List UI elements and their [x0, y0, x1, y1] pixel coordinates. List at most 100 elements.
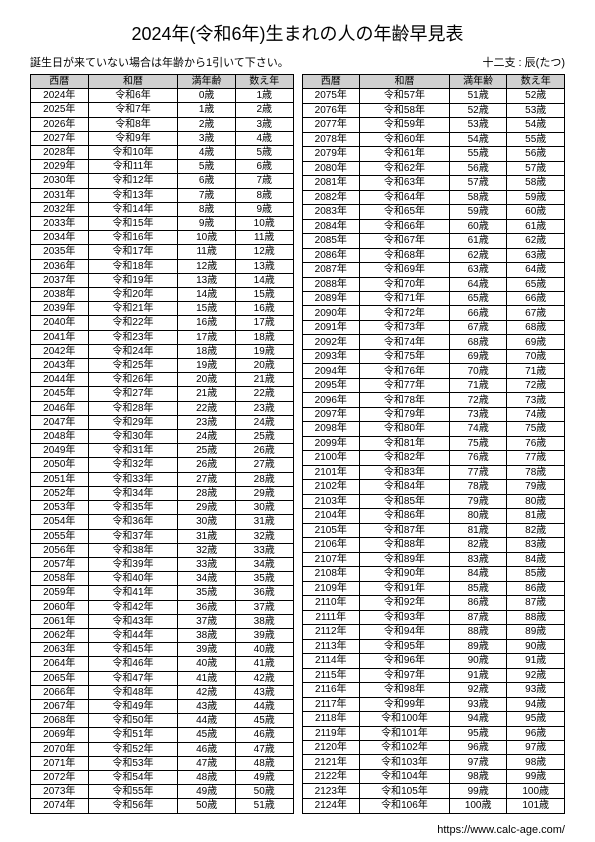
cell-wareki: 令和94年	[360, 625, 450, 639]
cell-kazoedoshi: 72歳	[507, 378, 565, 392]
cell-kazoedoshi: 44歳	[235, 699, 293, 713]
cell-seireki: 2089年	[302, 291, 360, 305]
table-row: 2045年令和27年21歳22歳	[31, 387, 294, 401]
cell-mannenrei: 54歳	[449, 132, 507, 146]
cell-mannenrei: 30歳	[178, 515, 236, 529]
cell-kazoedoshi: 96歳	[507, 726, 565, 740]
cell-kazoedoshi: 42歳	[235, 671, 293, 685]
cell-kazoedoshi: 88歳	[507, 610, 565, 624]
cell-mannenrei: 95歳	[449, 726, 507, 740]
table-row: 2110年令和92年86歳87歳	[302, 596, 565, 610]
cell-wareki: 令和12年	[88, 174, 178, 188]
cell-mannenrei: 75歳	[449, 436, 507, 450]
cell-wareki: 令和68年	[360, 248, 450, 262]
cell-kazoedoshi: 84歳	[507, 552, 565, 566]
table-row: 2120年令和102年96歳97歳	[302, 741, 565, 755]
cell-mannenrei: 50歳	[178, 799, 236, 813]
table-row: 2101年令和83年77歳78歳	[302, 465, 565, 479]
cell-mannenrei: 49歳	[178, 785, 236, 799]
cell-wareki: 令和87年	[360, 523, 450, 537]
tables-container: 西暦 和暦 満年齢 数え年 2024年令和6年0歳1歳2025年令和7年1歳2歳…	[30, 74, 565, 814]
cell-wareki: 令和76年	[360, 364, 450, 378]
cell-kazoedoshi: 65歳	[507, 277, 565, 291]
cell-kazoedoshi: 24歳	[235, 415, 293, 429]
cell-wareki: 令和62年	[360, 161, 450, 175]
cell-seireki: 2028年	[31, 146, 89, 160]
table-row: 2032年令和14年8歳9歳	[31, 202, 294, 216]
cell-mannenrei: 41歳	[178, 671, 236, 685]
cell-seireki: 2094年	[302, 364, 360, 378]
cell-kazoedoshi: 101歳	[507, 798, 565, 813]
cell-mannenrei: 38歳	[178, 628, 236, 642]
table-row: 2122年令和104年98歳99歳	[302, 769, 565, 783]
cell-seireki: 2111年	[302, 610, 360, 624]
table-row: 2088年令和70年64歳65歳	[302, 277, 565, 291]
cell-wareki: 令和75年	[360, 349, 450, 363]
cell-wareki: 令和105年	[360, 784, 450, 798]
cell-mannenrei: 62歳	[449, 248, 507, 262]
cell-kazoedoshi: 87歳	[507, 596, 565, 610]
table-row: 2099年令和81年75歳76歳	[302, 436, 565, 450]
cell-kazoedoshi: 4歳	[235, 131, 293, 145]
cell-wareki: 令和20年	[88, 288, 178, 302]
cell-wareki: 令和28年	[88, 401, 178, 415]
table-row: 2051年令和33年27歳28歳	[31, 472, 294, 486]
cell-kazoedoshi: 20歳	[235, 359, 293, 373]
cell-kazoedoshi: 9歳	[235, 202, 293, 216]
cell-kazoedoshi: 69歳	[507, 335, 565, 349]
cell-mannenrei: 10歳	[178, 231, 236, 245]
table-row: 2055年令和37年31歳32歳	[31, 529, 294, 543]
cell-mannenrei: 18歳	[178, 344, 236, 358]
table-row: 2097年令和79年73歳74歳	[302, 407, 565, 421]
table-row: 2124年令和106年100歳101歳	[302, 798, 565, 813]
cell-seireki: 2107年	[302, 552, 360, 566]
table-row: 2092年令和74年68歳69歳	[302, 335, 565, 349]
table-row: 2091年令和73年67歳68歳	[302, 320, 565, 334]
cell-wareki: 令和13年	[88, 188, 178, 202]
cell-seireki: 2082年	[302, 190, 360, 204]
cell-seireki: 2045年	[31, 387, 89, 401]
table-row: 2028年令和10年4歳5歳	[31, 146, 294, 160]
cell-mannenrei: 78歳	[449, 480, 507, 494]
cell-kazoedoshi: 5歳	[235, 146, 293, 160]
cell-wareki: 令和58年	[360, 103, 450, 117]
cell-mannenrei: 65歳	[449, 291, 507, 305]
cell-kazoedoshi: 71歳	[507, 364, 565, 378]
table-row: 2038年令和20年14歳15歳	[31, 288, 294, 302]
cell-kazoedoshi: 6歳	[235, 160, 293, 174]
table-row: 2047年令和29年23歳24歳	[31, 415, 294, 429]
table-row: 2113年令和95年89歳90歳	[302, 639, 565, 653]
table-row: 2096年令和78年72歳73歳	[302, 393, 565, 407]
cell-mannenrei: 73歳	[449, 407, 507, 421]
cell-kazoedoshi: 98歳	[507, 755, 565, 769]
cell-mannenrei: 42歳	[178, 685, 236, 699]
cell-mannenrei: 13歳	[178, 273, 236, 287]
cell-seireki: 2113年	[302, 639, 360, 653]
cell-seireki: 2098年	[302, 422, 360, 436]
cell-seireki: 2093年	[302, 349, 360, 363]
cell-kazoedoshi: 34歳	[235, 557, 293, 571]
th-mannenrei: 満年齢	[449, 75, 507, 89]
cell-kazoedoshi: 33歳	[235, 543, 293, 557]
table-row: 2118年令和100年94歳95歳	[302, 712, 565, 726]
cell-mannenrei: 34歳	[178, 572, 236, 586]
table-row: 2075年令和57年51歳52歳	[302, 89, 565, 103]
table-row: 2121年令和103年97歳98歳	[302, 755, 565, 769]
cell-kazoedoshi: 62歳	[507, 234, 565, 248]
cell-kazoedoshi: 81歳	[507, 509, 565, 523]
cell-wareki: 令和29年	[88, 415, 178, 429]
table-row: 2025年令和7年1歳2歳	[31, 103, 294, 117]
cell-mannenrei: 84歳	[449, 567, 507, 581]
cell-wareki: 令和9年	[88, 131, 178, 145]
cell-kazoedoshi: 13歳	[235, 259, 293, 273]
cell-seireki: 2071年	[31, 756, 89, 770]
cell-kazoedoshi: 19歳	[235, 344, 293, 358]
cell-mannenrei: 60歳	[449, 219, 507, 233]
cell-seireki: 2047年	[31, 415, 89, 429]
cell-mannenrei: 1歳	[178, 103, 236, 117]
cell-seireki: 2026年	[31, 117, 89, 131]
cell-wareki: 令和79年	[360, 407, 450, 421]
cell-seireki: 2049年	[31, 444, 89, 458]
cell-seireki: 2097年	[302, 407, 360, 421]
cell-seireki: 2088年	[302, 277, 360, 291]
